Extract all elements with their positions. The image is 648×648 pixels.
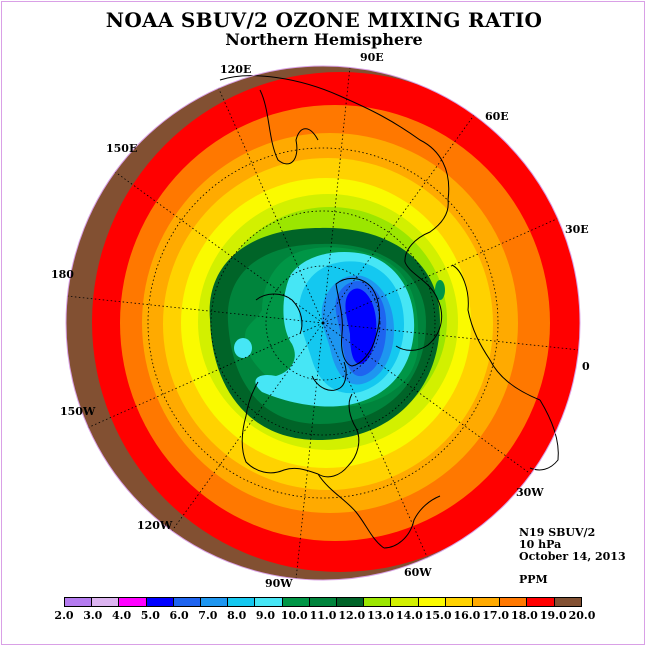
coastlines [219,75,559,549]
coast-alaska [255,293,303,335]
color-scale-tick-label: 9.0 [255,609,276,622]
lon-label-30w: 30W [516,486,544,499]
coast-central-america [317,473,385,549]
pressure-level-label: 10 hPa [519,538,562,551]
meridian-line [295,322,324,579]
coast-north-america-west [241,381,319,475]
color-scale-segment [92,598,120,606]
coast-asia-north [219,75,450,263]
color-scale-tick-label: 4.0 [111,609,132,622]
map-title: NOAA SBUV/2 OZONE MIXING RATIO [105,8,543,32]
lon-label-60w: 60W [404,566,432,579]
color-scale-segment [364,598,392,606]
lon-label-150w: 150W [60,405,96,418]
coast-greenland [335,278,380,367]
lon-label-120w: 120W [137,519,173,532]
meridian-line [67,295,324,324]
coast-europe [451,264,541,401]
lon-label-30e: 30E [565,223,589,236]
color-scale-segment [554,598,581,606]
coast-africa [529,399,559,471]
meridian-line [171,322,324,532]
color-scale-segment [473,598,501,606]
color-scale-segment [173,598,202,606]
color-scale-segment [65,598,93,606]
coast-hudson-bay [311,361,347,391]
lon-label-180: 180 [51,268,74,281]
color-scale-tick-label: 6.0 [169,609,189,622]
color-scale-tick-label: 15.0 [424,609,452,622]
units-label: PPM [519,573,548,586]
lon-label-0: 0 [582,360,590,373]
color-scale-segment [119,598,147,606]
color-scale-segment [309,598,338,606]
color-scale-tick-label: 13.0 [367,609,394,622]
meridian-line [322,322,532,475]
color-scale-segment [500,598,528,606]
color-scale-tick-label: 3.0 [83,609,103,622]
color-scale-tick-label: 19.0 [539,609,567,622]
map-subtitle: Northern Hemisphere [225,30,423,49]
lat-circle-60 [210,210,436,436]
color-scale-tick-label: 17.0 [482,609,510,622]
color-scale-tick-label: 10.0 [280,609,308,622]
color-scale-tick-label: 18.0 [511,609,538,622]
color-scale-tick-label: 14.0 [395,609,423,622]
lat-circle-75 [265,265,381,381]
ozone-field [66,66,580,580]
color-scale-tick-label: 8.0 [227,609,247,622]
date-label: October 14, 2013 [519,550,626,563]
color-scale-segment [337,598,365,606]
blob-scandinavia [435,280,445,300]
meridian-line [88,322,324,428]
color-scale-segment [146,598,174,606]
color-scale-tick-label: 5.0 [140,609,160,622]
color-scale-tick-label: 20.0 [568,609,596,622]
lon-label-90w: 90W [265,577,293,590]
coast-north-america-east [317,393,360,478]
lon-label-90e: 90E [360,51,384,64]
color-scale-bar [64,597,582,607]
lon-label-120e: 120E [220,63,252,76]
blob-north-pacific [234,338,252,358]
longitude-grid [67,67,579,579]
latitude-grid [147,147,499,499]
lon-label-150e: 150E [106,142,138,155]
color-scale-segment [201,598,229,606]
color-scale-tick-label: 2.0 [54,609,74,622]
color-scale-tick-label: 12.0 [338,609,366,622]
color-scale-segment [391,598,419,606]
meridian-line [322,114,475,324]
color-scale-tick-label: 16.0 [453,609,481,622]
instrument-label: N19 SBUV/2 [519,526,596,539]
meridian-line [322,67,351,324]
color-scale-segment [418,598,446,606]
meridian-line [322,322,428,558]
color-scale-segment [282,598,310,606]
coast-scandinavia [395,261,443,351]
color-scale-segment [228,598,256,606]
map-border [65,65,581,581]
color-scale-segment [527,598,555,606]
coast-east-asia [259,89,319,165]
meridian-line [322,218,558,324]
color-scale-tick-label: 11.0 [309,609,337,622]
lon-label-60e: 60E [485,110,509,123]
meridian-line [114,171,324,324]
meridian-line [218,88,324,324]
meridian-line [322,322,579,351]
coast-south-america [383,495,441,549]
color-scale-tick-label: 7.0 [198,609,218,622]
lat-circle-45 [147,147,499,499]
color-scale-segment [445,598,474,606]
color-scale-segment [255,598,283,606]
